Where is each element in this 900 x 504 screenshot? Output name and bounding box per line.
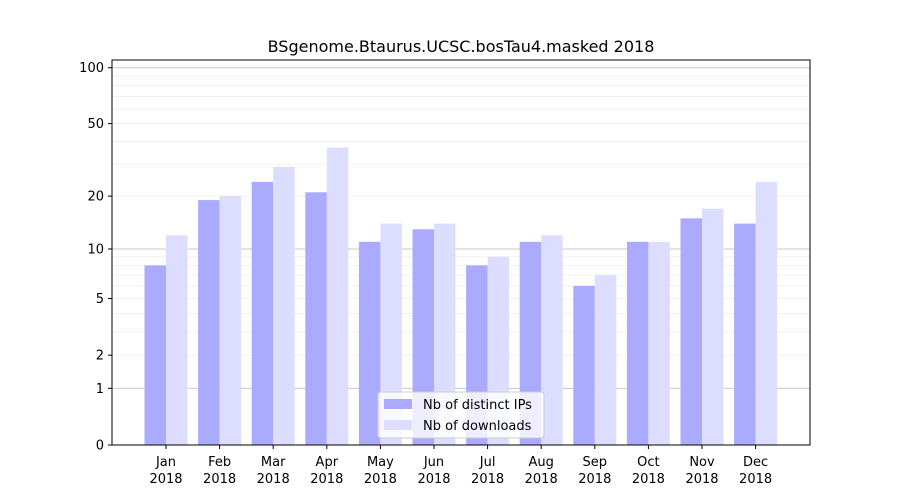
bar-downloads [273, 166, 295, 445]
x-tick-label: Nov 2018 [685, 455, 718, 487]
x-tick-label: Jun 2018 [417, 455, 450, 487]
axes: 0 1 2 5 10 20 50 100 Jan 2018 Feb 2018 Mar 2018 Apr 201… [79, 59, 811, 487]
bar-distinct-ips [198, 200, 220, 445]
bar-distinct-ips [358, 241, 381, 445]
bar-distinct-ips [573, 285, 595, 445]
bar-distinct-ips [251, 181, 274, 446]
bar-downloads [594, 275, 617, 445]
bar-downloads [648, 241, 670, 445]
y-tick-label: 1 [96, 382, 104, 397]
legend-box [377, 391, 545, 439]
y-tick-label: 50 [87, 117, 104, 132]
bar-distinct-ips [680, 218, 702, 445]
x-tick-label: Dec 2018 [739, 455, 772, 487]
x-tick-label: May 2018 [364, 455, 397, 487]
x-tick-label: Jul 2018 [471, 455, 504, 487]
x-tick-label: Apr 2018 [310, 455, 343, 487]
legend-label: Nb of downloads [423, 419, 532, 434]
y-tick-label: 5 [96, 292, 104, 307]
x-tick-label: Aug 2018 [525, 455, 558, 487]
bar-downloads [219, 196, 242, 445]
x-tick-label: Oct 2018 [632, 455, 665, 487]
bar-distinct-ips [734, 223, 756, 445]
bar-downloads [541, 235, 563, 445]
x-tick-label: Sep 2018 [578, 455, 611, 487]
bar-distinct-ips [305, 192, 327, 445]
bar-downloads [380, 223, 402, 445]
y-tick-label: 100 [79, 61, 104, 76]
legend: Nb of distinct IPs Nb of downloads [377, 391, 545, 439]
bar-downloads [755, 181, 778, 446]
y-tick-label: 0 [96, 439, 104, 454]
bars [144, 147, 778, 446]
legend-label: Nb of distinct IPs [423, 398, 532, 413]
x-tick-label: Feb 2018 [203, 455, 236, 487]
bar-distinct-ips [144, 265, 166, 445]
y-tick-label: 20 [87, 190, 104, 205]
y-tick-label: 10 [87, 242, 104, 257]
legend-swatch [384, 399, 412, 409]
x-tick-label: Jan 2018 [149, 455, 182, 487]
bar-downloads [326, 147, 349, 445]
y-tick-label: 2 [96, 349, 104, 364]
plot-frame [111, 59, 811, 446]
bar-distinct-ips [626, 241, 649, 445]
bar-downloads [434, 223, 456, 445]
bar-downloads [166, 235, 188, 445]
bar-downloads [702, 208, 724, 445]
x-tick-label: Mar 2018 [257, 455, 290, 487]
bar-distinct-ips [412, 229, 434, 445]
legend-swatch [384, 420, 412, 430]
chart-title: BSgenome.Btaurus.UCSC.bosTau4.masked 201… [268, 37, 655, 56]
